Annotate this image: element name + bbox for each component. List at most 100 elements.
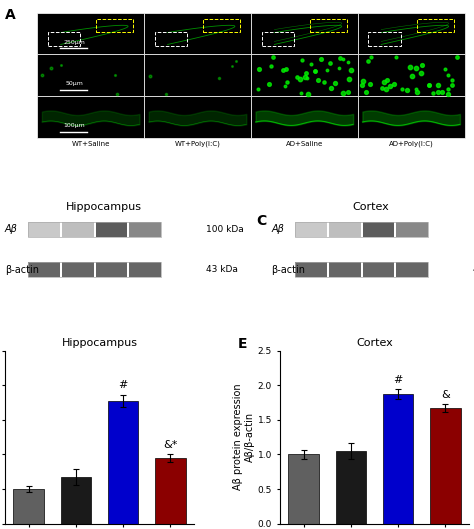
Point bbox=[38, 70, 46, 79]
FancyBboxPatch shape bbox=[396, 222, 428, 236]
Point bbox=[269, 53, 277, 62]
Point bbox=[386, 81, 393, 90]
Bar bbox=[155, 32, 187, 46]
FancyBboxPatch shape bbox=[28, 222, 60, 236]
Point bbox=[444, 71, 452, 79]
Point bbox=[366, 80, 374, 88]
Point bbox=[340, 89, 347, 97]
Point bbox=[279, 66, 286, 74]
FancyBboxPatch shape bbox=[96, 262, 128, 277]
Point bbox=[308, 59, 315, 68]
Point bbox=[367, 53, 375, 61]
FancyBboxPatch shape bbox=[396, 262, 428, 277]
FancyBboxPatch shape bbox=[363, 262, 394, 277]
Point bbox=[327, 84, 334, 93]
Point bbox=[378, 84, 386, 92]
Point bbox=[345, 75, 353, 83]
Point bbox=[327, 59, 334, 67]
Point bbox=[304, 90, 311, 98]
FancyBboxPatch shape bbox=[295, 262, 327, 277]
Text: WT+Poly(I:C): WT+Poly(I:C) bbox=[174, 141, 220, 147]
FancyBboxPatch shape bbox=[37, 13, 144, 54]
FancyBboxPatch shape bbox=[329, 222, 361, 236]
FancyBboxPatch shape bbox=[358, 54, 465, 96]
Point bbox=[113, 89, 121, 98]
Text: AD+Poly(I:C): AD+Poly(I:C) bbox=[389, 141, 434, 147]
Point bbox=[267, 62, 274, 70]
Text: #: # bbox=[393, 375, 403, 385]
FancyBboxPatch shape bbox=[295, 222, 327, 236]
Text: Aβ: Aβ bbox=[272, 224, 284, 234]
Point bbox=[408, 72, 416, 80]
Bar bbox=[288, 454, 319, 524]
Title: Hippocampus: Hippocampus bbox=[62, 339, 137, 349]
Point bbox=[320, 78, 328, 86]
Point bbox=[301, 72, 309, 81]
Point bbox=[444, 90, 451, 98]
Point bbox=[347, 66, 355, 75]
Text: 100 kDa: 100 kDa bbox=[206, 225, 244, 234]
Point bbox=[425, 80, 433, 89]
Point bbox=[453, 53, 460, 61]
Bar bbox=[417, 19, 454, 32]
Point bbox=[293, 72, 301, 81]
Y-axis label: Aβ protein expression
Aβ/β-actin: Aβ protein expression Aβ/β-actin bbox=[233, 384, 255, 490]
FancyBboxPatch shape bbox=[363, 222, 394, 236]
Point bbox=[448, 81, 456, 89]
Point bbox=[434, 88, 442, 96]
Bar bbox=[383, 394, 413, 524]
Point bbox=[255, 65, 263, 73]
Text: WT+Saline: WT+Saline bbox=[72, 141, 110, 147]
Point bbox=[315, 76, 322, 84]
Point bbox=[283, 78, 291, 86]
Bar bbox=[155, 458, 186, 524]
Point bbox=[146, 71, 154, 80]
Point bbox=[57, 61, 65, 69]
Bar bbox=[368, 32, 401, 46]
Text: Aβ: Aβ bbox=[21, 29, 33, 38]
Bar bbox=[336, 451, 366, 524]
Point bbox=[441, 65, 448, 73]
FancyBboxPatch shape bbox=[251, 96, 358, 138]
Bar bbox=[61, 477, 91, 524]
Point bbox=[296, 75, 303, 84]
Point bbox=[383, 76, 391, 84]
Point bbox=[390, 80, 398, 88]
Point bbox=[302, 69, 310, 77]
Text: Hippocampus: Hippocampus bbox=[65, 202, 142, 212]
Point bbox=[425, 81, 433, 89]
FancyBboxPatch shape bbox=[28, 262, 60, 277]
Text: Aβ: Aβ bbox=[5, 224, 18, 234]
FancyBboxPatch shape bbox=[329, 262, 361, 277]
Point bbox=[317, 54, 325, 63]
Point bbox=[412, 63, 419, 72]
FancyBboxPatch shape bbox=[62, 222, 94, 236]
Bar bbox=[48, 32, 80, 46]
Point bbox=[435, 81, 442, 89]
Text: 43 kDa: 43 kDa bbox=[206, 265, 238, 274]
Point bbox=[297, 89, 305, 97]
Point bbox=[413, 87, 420, 96]
Point bbox=[232, 57, 240, 66]
Bar bbox=[430, 408, 461, 524]
FancyBboxPatch shape bbox=[37, 54, 144, 96]
Point bbox=[163, 89, 170, 98]
Point bbox=[365, 57, 372, 66]
Point bbox=[344, 87, 352, 96]
Point bbox=[412, 85, 419, 94]
Bar bbox=[310, 19, 347, 32]
Text: β-actin: β-actin bbox=[5, 265, 39, 275]
Text: i CTX: i CTX bbox=[10, 71, 33, 80]
FancyBboxPatch shape bbox=[144, 13, 251, 54]
FancyBboxPatch shape bbox=[37, 96, 144, 138]
FancyBboxPatch shape bbox=[144, 54, 251, 96]
Point bbox=[417, 69, 424, 77]
Text: AD+Saline: AD+Saline bbox=[286, 141, 323, 147]
FancyBboxPatch shape bbox=[129, 262, 161, 277]
Point bbox=[360, 77, 367, 85]
Point bbox=[331, 79, 339, 88]
Point bbox=[444, 85, 451, 94]
FancyBboxPatch shape bbox=[251, 13, 358, 54]
FancyBboxPatch shape bbox=[251, 54, 358, 96]
FancyBboxPatch shape bbox=[358, 13, 465, 54]
